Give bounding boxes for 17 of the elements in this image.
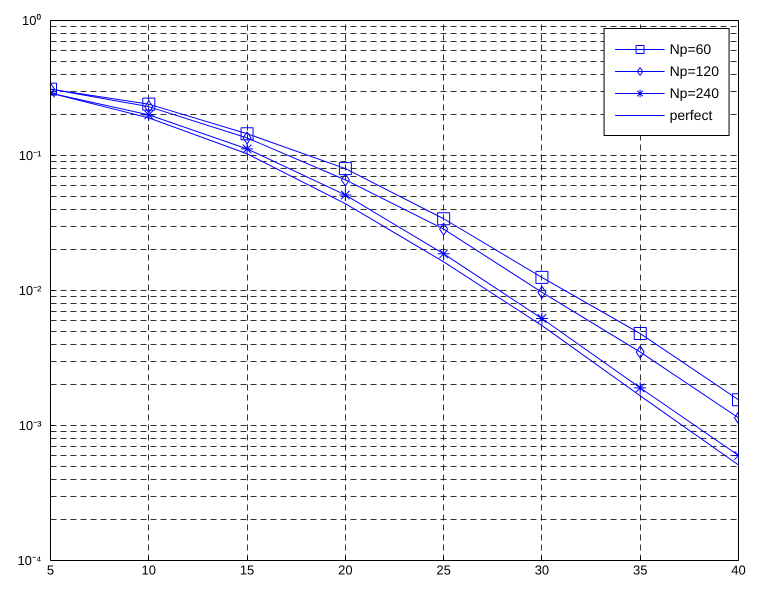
legend-label: Np=240 — [670, 85, 719, 101]
x-tick-label: 25 — [436, 562, 451, 578]
x-tick-label: 40 — [731, 562, 746, 578]
x-tick-label: 10 — [142, 562, 156, 578]
legend-label: Np=60 — [670, 41, 712, 57]
x-tick-label: 5 — [46, 562, 54, 578]
x-tick-label: 15 — [240, 562, 254, 578]
y-tick-label: 10⁻⁴ — [17, 553, 42, 568]
y-tick-label: 10⁻¹ — [18, 148, 42, 163]
legend-label: perfect — [670, 107, 712, 123]
y-tick-label: 10⁻³ — [18, 418, 42, 433]
x-tick-label: 20 — [338, 562, 353, 578]
x-tick-label: 35 — [632, 562, 648, 578]
y-tick-label: 10⁰ — [22, 13, 42, 28]
y-tick-label: 10⁻² — [18, 283, 42, 298]
legend-label: Np=120 — [670, 63, 719, 79]
x-tick-label: 30 — [534, 562, 550, 578]
